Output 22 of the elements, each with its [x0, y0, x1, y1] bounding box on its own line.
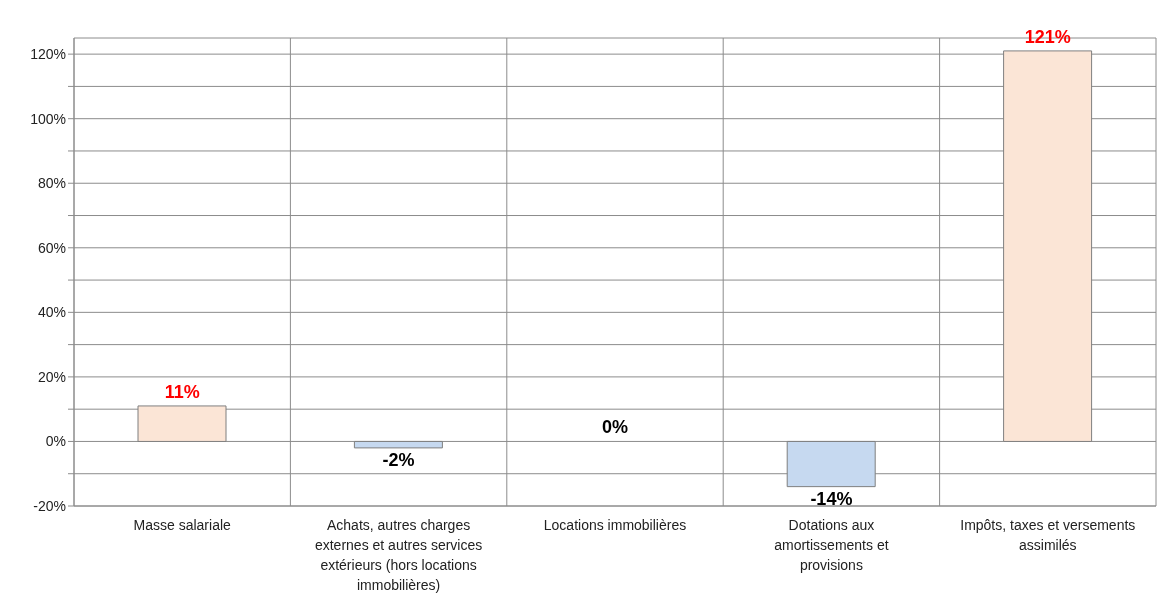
bar	[353, 440, 443, 449]
bar	[137, 405, 227, 442]
x-tick-label: Impôts, taxes et versements assimilés	[960, 517, 1136, 553]
data-label: -14%	[810, 488, 853, 509]
y-tick-label: -20%	[33, 497, 66, 514]
y-tick-label: 0%	[45, 433, 66, 450]
x-tick-label: Dotations aux amortissements et provisions	[774, 517, 889, 573]
x-tick-label: Masse salariale	[133, 517, 232, 533]
bar	[1003, 50, 1093, 442]
data-label: 0%	[601, 417, 629, 438]
x-tick-label: Achats, autres charges externes et autres services extérieurs (hors locations immobilières)	[314, 517, 483, 593]
y-tick-label: 80%	[37, 175, 66, 192]
data-label: 121%	[1024, 26, 1071, 47]
bar	[786, 440, 876, 488]
x-tick-label: Locations immobilières	[543, 517, 687, 533]
y-tick-label: 40%	[37, 304, 66, 321]
y-tick-label: 120%	[30, 46, 66, 63]
data-label: 11%	[164, 381, 200, 402]
y-tick-label: 60%	[37, 239, 66, 256]
y-tick-label: 100%	[30, 110, 66, 127]
data-label: -2%	[382, 449, 415, 470]
y-tick-label: 20%	[37, 368, 66, 385]
